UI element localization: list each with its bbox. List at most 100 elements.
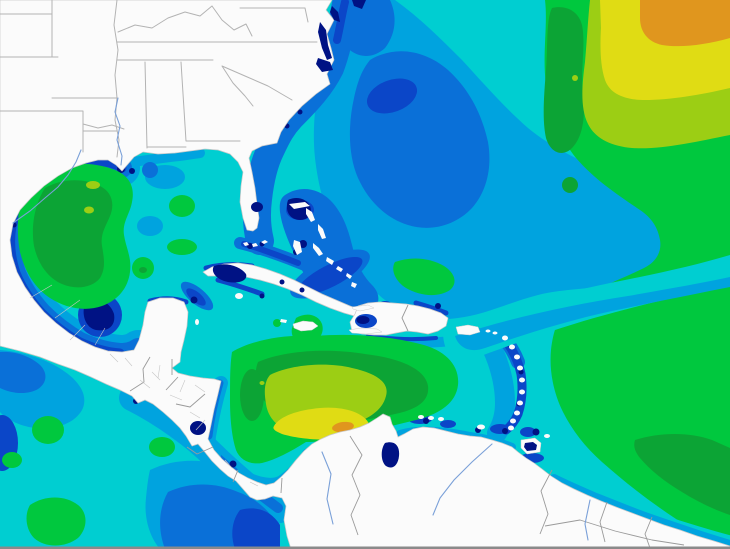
navy-spot	[532, 428, 540, 436]
navy-spot	[435, 303, 441, 309]
small-islands	[195, 240, 550, 438]
dark-green-dot	[562, 177, 578, 193]
honduras-dark-green	[240, 369, 264, 421]
navy-spot	[502, 428, 508, 434]
colombia-orange-spot	[332, 421, 354, 433]
royal-spot	[440, 420, 456, 428]
green-patch	[167, 239, 197, 255]
navy-spot	[423, 418, 429, 424]
gonave-gulf-navy	[356, 316, 370, 324]
central-america-admin-borders	[29, 284, 259, 487]
navy-spot	[518, 369, 524, 375]
tobago	[544, 434, 550, 438]
island	[293, 240, 302, 255]
navy-spot	[259, 293, 265, 299]
lake-maracaibo	[381, 442, 400, 468]
old-bahama-royal-tongue	[297, 256, 363, 296]
ne-dark-green-column	[543, 7, 584, 153]
virgin-island	[485, 329, 491, 333]
atlantic-royal-spot	[366, 78, 418, 114]
antilles-island	[514, 354, 520, 360]
north-gulf-azure-band	[120, 148, 205, 168]
curacao	[428, 416, 434, 420]
cuba-west-navy-bay	[212, 264, 247, 283]
island	[336, 266, 343, 272]
island	[351, 282, 357, 288]
rivers	[12, 97, 591, 541]
inagua-green-patch	[393, 258, 455, 296]
gulf-dark-green-core	[32, 180, 113, 288]
pacific-corner-royal	[232, 508, 280, 549]
navy-spot	[190, 296, 198, 304]
cuba-coast-navy-dots	[259, 279, 305, 299]
delta-dodger-spot	[142, 162, 158, 178]
bahamas-islands	[289, 202, 357, 288]
antilles-island	[509, 344, 515, 350]
virgin-island	[492, 331, 498, 335]
antilles-island	[502, 335, 508, 341]
dark-green-dot	[139, 267, 147, 273]
pacific-greens	[2, 416, 175, 546]
navy-spot	[297, 109, 303, 115]
puerto-rico	[455, 324, 481, 336]
yellow-green-fleck	[86, 181, 100, 189]
jamaica	[292, 320, 319, 332]
navy-spot	[299, 287, 305, 293]
island	[346, 273, 352, 279]
cozumel	[195, 319, 199, 325]
isla-juventud	[235, 293, 243, 299]
antilles-island	[519, 389, 525, 395]
island	[326, 257, 334, 265]
navy-spot	[229, 460, 237, 468]
bahamas-dodger-region	[279, 188, 379, 314]
mid-atlantic-azure-streak	[455, 277, 730, 351]
grand-cayman	[280, 319, 287, 323]
green-patch	[2, 452, 22, 468]
country-borders	[129, 304, 685, 549]
trinidad-navy	[524, 442, 537, 451]
green-patch	[149, 437, 175, 457]
navy-spot	[279, 279, 285, 285]
pamlico-sound	[316, 58, 333, 72]
chesapeake-bay	[318, 22, 332, 60]
antilles-island	[508, 425, 514, 431]
lake-okeechobee	[251, 202, 263, 212]
antilles-island	[517, 400, 523, 406]
antilles-island	[519, 377, 525, 383]
us-state-borders	[0, 0, 318, 158]
gulf-yellow-green-flecks	[84, 181, 265, 385]
island	[318, 224, 326, 239]
east-gulf-azure-patch	[137, 216, 163, 236]
antilles-island	[517, 365, 523, 371]
island	[289, 202, 310, 209]
bonaire	[438, 417, 444, 421]
yellow-green-dot	[572, 75, 578, 81]
ne-orange-region	[640, 0, 730, 47]
margarita	[477, 424, 485, 430]
antilles-island	[514, 410, 520, 416]
island	[313, 243, 323, 256]
delaware-bay	[330, 6, 340, 22]
green-patch	[26, 497, 86, 546]
haiti-north-peninsula	[351, 304, 375, 312]
navy-spot	[129, 168, 135, 174]
new-york-harbor	[352, 0, 366, 9]
florida-keys	[243, 240, 268, 247]
island	[306, 208, 315, 222]
nj-royal-band	[333, 0, 349, 44]
guyana-dark-green	[634, 434, 730, 515]
map-bottom-frame	[0, 546, 730, 549]
green-patch	[32, 416, 64, 444]
yellow-green-fleck	[259, 381, 265, 385]
royal-spot	[520, 427, 536, 437]
guyana-coast-azure-band	[550, 474, 730, 548]
yellow-green-fleck	[84, 206, 94, 214]
pacific-nw-dodger	[0, 351, 46, 394]
green-dot	[273, 319, 281, 327]
antilles-island	[510, 418, 516, 424]
haiti-south-peninsula	[348, 327, 383, 335]
aruba	[418, 415, 424, 419]
